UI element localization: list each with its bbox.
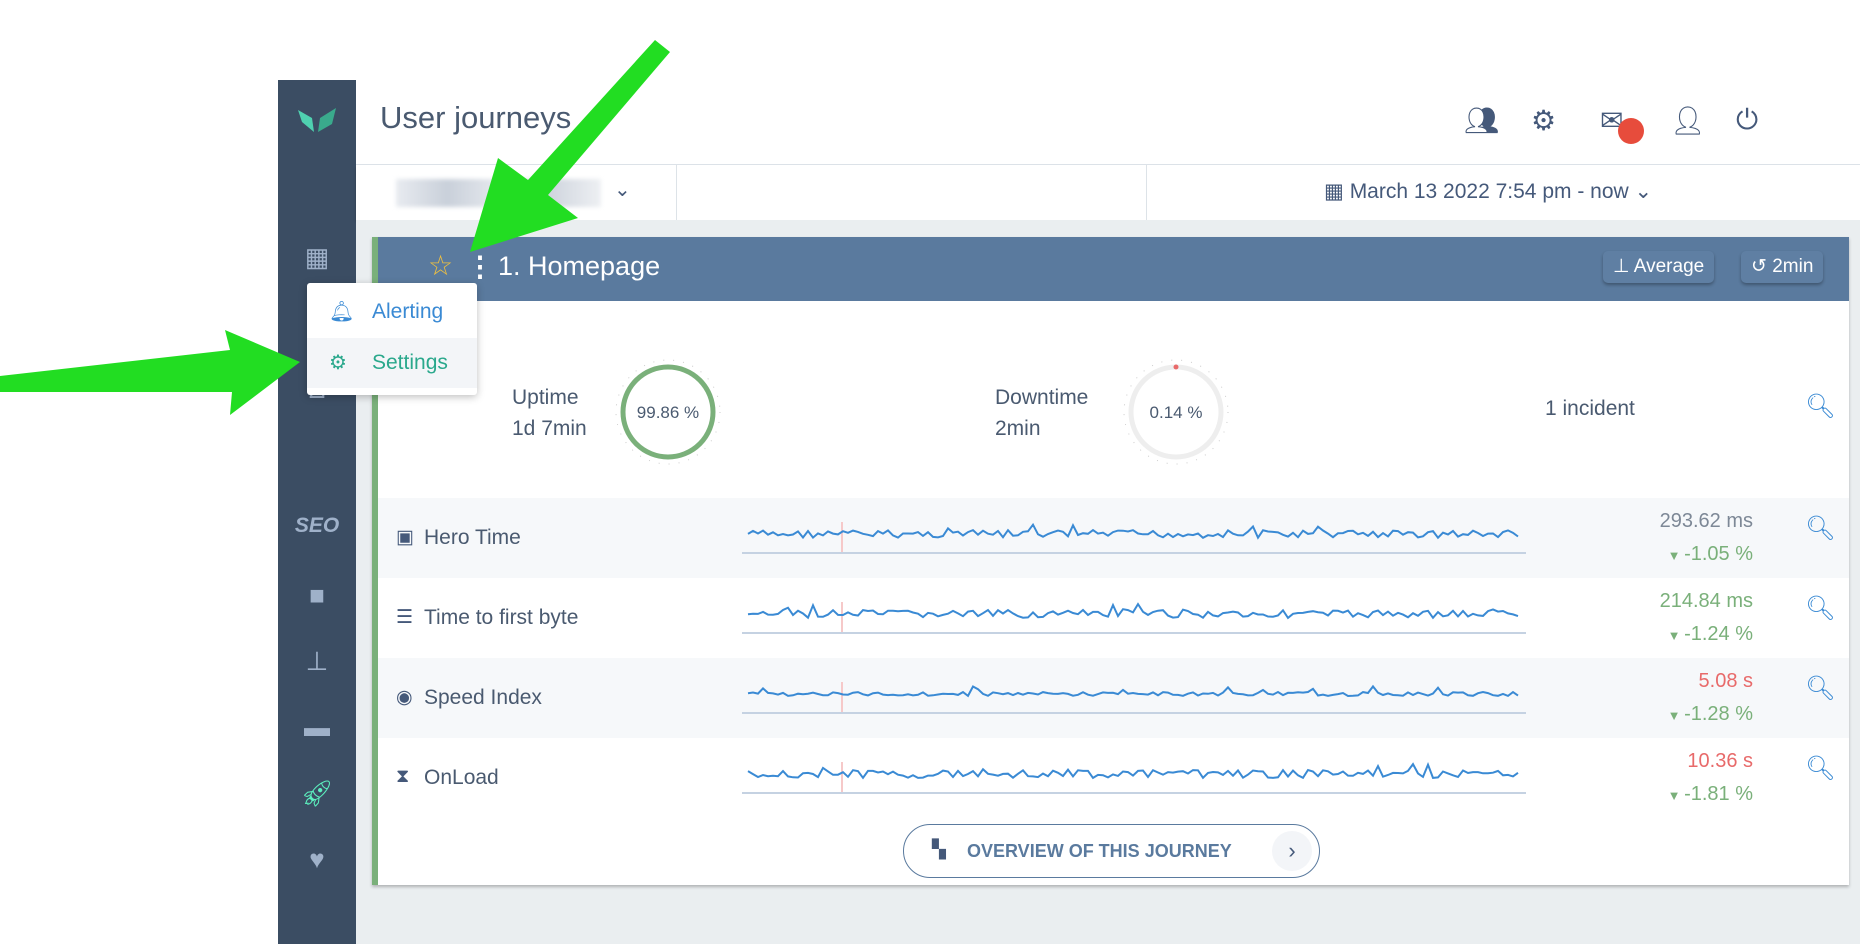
incident-count[interactable]: 1 incident [1545, 397, 1635, 420]
metric-delta: ▼ -1.81 % [1668, 783, 1753, 806]
cogs-icon[interactable]: ⚙ [1531, 105, 1557, 136]
site-select-blurred[interactable] [396, 179, 601, 207]
caret-down-icon: ▼ [1667, 708, 1685, 723]
metric-delta-value: -1.05 % [1684, 543, 1753, 565]
filter-bar: ⌄ ▦ March 13 2022 7:54 pm - now ⌄ [356, 165, 1860, 220]
divider [356, 164, 1860, 165]
metric-delta: ▼ -1.24 % [1668, 623, 1753, 646]
uptime-duration: 1d 7min [512, 417, 587, 440]
sitemap-icon[interactable]: ⊥ [305, 646, 329, 676]
chevron-down-icon[interactable]: ⌄ [614, 179, 631, 201]
notification-badge [1618, 118, 1644, 144]
uptime-percent: 99.86 % [637, 403, 699, 422]
cogs-icon: ⚙ [329, 352, 347, 374]
star-icon[interactable]: ☆ [428, 250, 454, 281]
aggregation-button[interactable]: ⊥ Average [1603, 251, 1715, 283]
sidebar: ▦ ◔ ⊿ SEO ■ ⊥ ▬ 🚀︎ ♥ [278, 80, 356, 944]
power-icon[interactable]: ⏻ [1736, 104, 1759, 135]
journey-options-menu: 🔔︎ Alerting ⚙ Settings [307, 283, 477, 395]
metric-value: 5.08 s [1698, 670, 1753, 692]
zoom-in-icon[interactable]: 🔍︎ [1805, 515, 1836, 542]
green-arrow-annotation [0, 330, 300, 415]
metric-sparkline [742, 522, 1526, 554]
downtime-gauge: 0.14 % [1123, 359, 1229, 465]
mail-icon[interactable]: ✉ [1600, 104, 1644, 144]
overview-button-label: OVERVIEW OF THIS JOURNEY [967, 841, 1232, 861]
chevron-right-icon: › [1272, 831, 1312, 871]
zoom-in-icon[interactable]: 🔍︎ [1805, 393, 1836, 420]
metric-row: ☰ Time to first byte 214.84 ms ▼ -1.24 %… [378, 578, 1849, 658]
divider [676, 165, 677, 220]
zoom-in-icon[interactable]: 🔍︎ [1805, 755, 1836, 782]
history-icon: ↺ [1751, 256, 1773, 277]
image-icon: ▣ [396, 527, 414, 548]
metric-delta-value: -1.24 % [1684, 623, 1753, 645]
uptime-stat: Uptime 1d 7min [512, 382, 587, 444]
hourglass-icon: ⧗ [396, 766, 410, 787]
caret-down-icon: ▼ [1667, 628, 1685, 643]
caret-down-icon: ▼ [1667, 548, 1685, 563]
journey-card-header: ☆ ⋮ 1. Homepage ⊥ Average ↺ 2min [378, 237, 1849, 301]
server-icon: ☰ [396, 607, 414, 628]
date-range-picker[interactable]: ▦ March 13 2022 7:54 pm - now ⌄ [1324, 179, 1652, 204]
zoom-in-icon[interactable]: 🔍︎ [1805, 595, 1836, 622]
metric-name: Speed Index [424, 686, 542, 709]
seo-link[interactable]: SEO [294, 514, 340, 537]
metric-delta: ▼ -1.28 % [1668, 703, 1753, 726]
more-options-icon[interactable]: ⋮ [466, 251, 494, 282]
logo-icon[interactable] [298, 108, 336, 132]
caret-down-icon: ▼ [1667, 788, 1685, 803]
heartbeat-icon[interactable]: ♥ [309, 844, 325, 874]
calendar-icon: ▦ [1324, 180, 1350, 203]
menu-item-settings[interactable]: ⚙ Settings [307, 338, 477, 388]
uptime-gauge: 99.86 % [615, 359, 721, 465]
date-range-text: March 13 2022 7:54 pm - now [1349, 180, 1629, 203]
metric-name: OnLoad [424, 766, 499, 789]
downtime-duration: 2min [995, 417, 1041, 440]
overview-journey-button[interactable]: ▚ OVERVIEW OF THIS JOURNEY › [903, 824, 1320, 878]
server-icon[interactable]: ▬ [304, 712, 330, 742]
interval-label: 2min [1772, 256, 1814, 277]
metric-value: 214.84 ms [1659, 590, 1753, 612]
metric-value: 293.62 ms [1659, 510, 1753, 532]
rocket-icon[interactable]: 🚀︎ [300, 778, 334, 808]
metric-name: Hero Time [424, 526, 521, 549]
metric-name: Time to first byte [424, 606, 579, 629]
menu-label: Settings [372, 351, 448, 374]
metric-row: ⧗ OnLoad 10.36 s ▼ -1.81 % 🔍︎ [378, 738, 1849, 818]
metric-sparkline [742, 682, 1526, 714]
menu-label: Alerting [372, 300, 444, 323]
downtime-stat: Downtime 2min [995, 382, 1088, 444]
page-title: User journeys [380, 100, 572, 135]
bell-icon: 🔔︎ [329, 301, 355, 323]
journey-title: 1. Homepage [498, 251, 661, 281]
downtime-percent: 0.14 % [1150, 403, 1203, 422]
metric-row: ◉ Speed Index 5.08 s ▼ -1.28 % 🔍︎ [378, 658, 1849, 738]
sitemap-icon: ⊥ [1613, 256, 1634, 277]
metric-sparkline [742, 761, 1526, 794]
uptime-label: Uptime [512, 386, 579, 409]
metric-delta-value: -1.81 % [1684, 783, 1753, 805]
eye-icon: ◉ [396, 687, 413, 708]
interval-button[interactable]: ↺ 2min [1741, 251, 1824, 283]
users-icon[interactable]: 👥︎ [1464, 105, 1500, 136]
zoom-in-icon[interactable]: 🔍︎ [1805, 675, 1836, 702]
menu-item-alerting[interactable]: 🔔︎ Alerting [307, 287, 477, 337]
metric-delta: ▼ -1.05 % [1668, 543, 1753, 566]
briefcase-icon[interactable]: ■ [309, 580, 325, 610]
metric-row: ▣ Hero Time 293.62 ms ▼ -1.05 % 🔍︎ [378, 498, 1849, 578]
journey-card: ☆ ⋮ 1. Homepage ⊥ Average ↺ 2min Uptime 1… [372, 237, 1849, 885]
dashboard-icon: ▚ [932, 839, 946, 859]
user-icon[interactable]: 👤︎ [1670, 105, 1706, 136]
downtime-label: Downtime [995, 386, 1089, 409]
chevron-down-icon: ⌄ [1628, 180, 1653, 203]
metric-delta-value: -1.28 % [1684, 703, 1753, 725]
metric-sparkline [742, 602, 1526, 634]
grid-icon[interactable]: ▦ [304, 242, 330, 272]
metric-value: 10.36 s [1687, 750, 1753, 772]
divider [1146, 165, 1147, 220]
aggregation-label: Average [1633, 256, 1705, 277]
